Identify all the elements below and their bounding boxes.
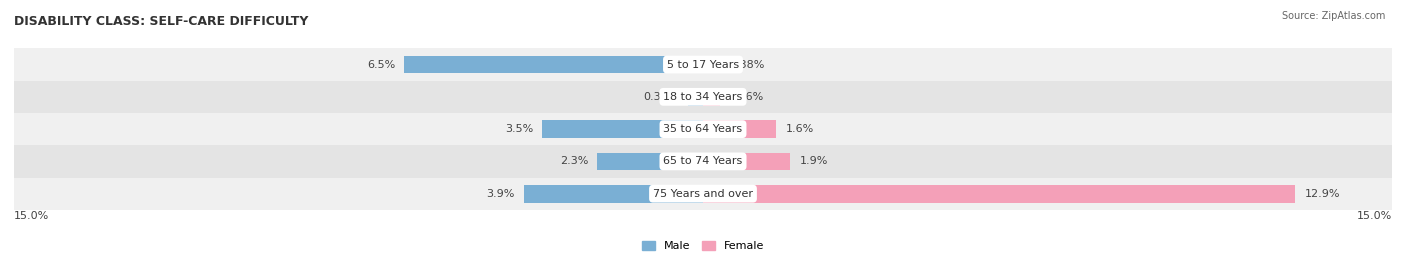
Text: 5 to 17 Years: 5 to 17 Years (666, 59, 740, 70)
Text: 15.0%: 15.0% (1357, 211, 1392, 221)
Text: 3.5%: 3.5% (505, 124, 533, 134)
Bar (14, 48, 1392, 81)
Bar (703, 120, 776, 138)
Text: Source: ZipAtlas.com: Source: ZipAtlas.com (1281, 11, 1385, 21)
Text: 0.33%: 0.33% (644, 92, 679, 102)
Bar (14, 81, 1392, 113)
Bar (703, 56, 720, 73)
Legend: Male, Female: Male, Female (637, 236, 769, 256)
Text: 2.3%: 2.3% (560, 156, 588, 167)
Bar (703, 185, 1295, 203)
Text: 3.9%: 3.9% (486, 189, 515, 199)
Text: 15.0%: 15.0% (14, 211, 49, 221)
Text: 75 Years and over: 75 Years and over (652, 189, 754, 199)
Bar (14, 145, 1392, 178)
Text: 1.6%: 1.6% (786, 124, 814, 134)
Bar (524, 185, 703, 203)
Bar (14, 113, 1392, 145)
Text: 35 to 64 Years: 35 to 64 Years (664, 124, 742, 134)
Text: DISABILITY CLASS: SELF-CARE DIFFICULTY: DISABILITY CLASS: SELF-CARE DIFFICULTY (14, 15, 308, 29)
Bar (405, 56, 703, 73)
Text: 6.5%: 6.5% (367, 59, 395, 70)
Text: 1.9%: 1.9% (800, 156, 828, 167)
Bar (703, 88, 720, 106)
Text: 0.36%: 0.36% (728, 92, 763, 102)
Bar (703, 153, 790, 170)
Text: 0.38%: 0.38% (730, 59, 765, 70)
Bar (598, 153, 703, 170)
Text: 18 to 34 Years: 18 to 34 Years (664, 92, 742, 102)
Bar (543, 120, 703, 138)
Bar (688, 88, 703, 106)
Text: 65 to 74 Years: 65 to 74 Years (664, 156, 742, 167)
Text: 12.9%: 12.9% (1305, 189, 1340, 199)
Bar (14, 178, 1392, 210)
